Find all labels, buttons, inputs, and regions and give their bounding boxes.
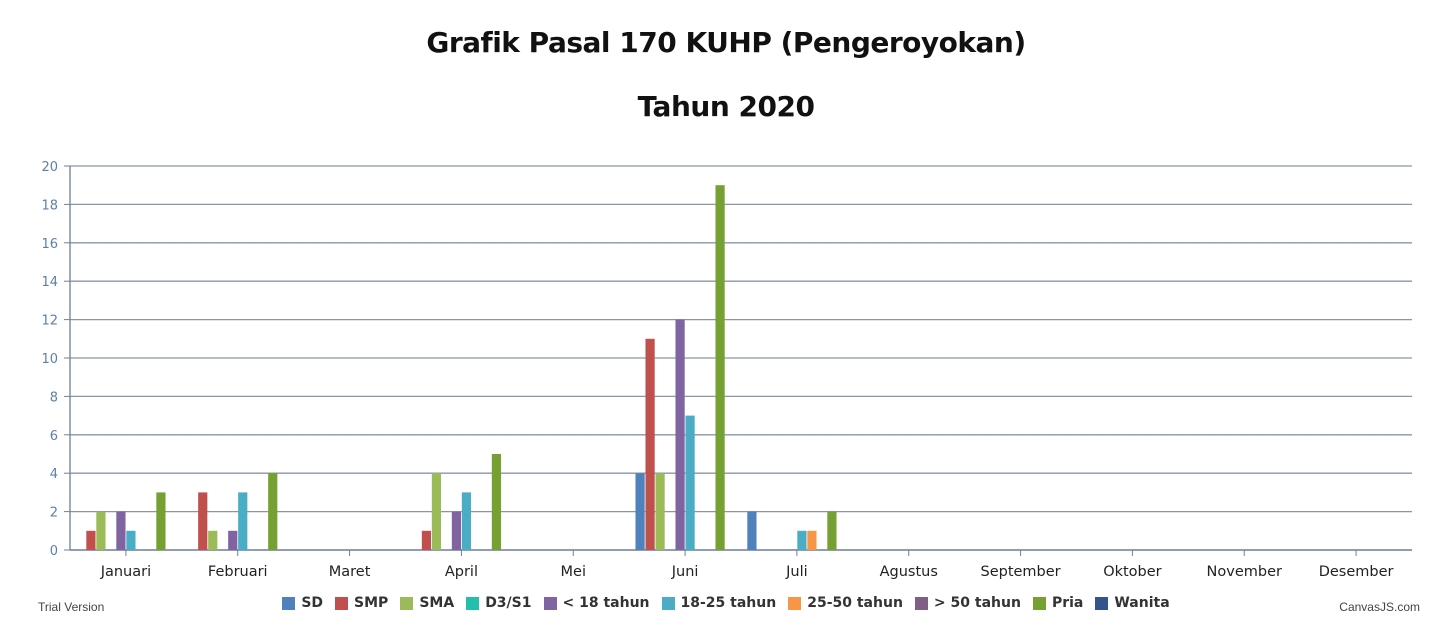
y-tick-label: 18 [41, 198, 58, 213]
x-tick-label: Agustus [880, 564, 938, 580]
bar-smp-april[interactable] [421, 530, 432, 550]
legend-item[interactable]: > 50 tahun [914, 595, 1021, 611]
bar-sma-juni[interactable] [655, 473, 665, 550]
bar-pria-april[interactable] [491, 454, 502, 550]
x-tick-label: Januari [100, 564, 151, 580]
legend-swatch [661, 596, 675, 610]
bar-25-50-tahun-juli[interactable] [807, 530, 817, 550]
legend: SD SMP SMA D3/S1 < 18 tahun 18-25 tahun 25-50 … [0, 595, 1452, 614]
bar-smp-januari[interactable] [86, 530, 96, 550]
x-tick-label: Oktober [1103, 564, 1161, 580]
legend-swatch [1032, 596, 1046, 610]
gridlines [70, 165, 1412, 513]
legend-item[interactable]: SMP [335, 595, 388, 611]
bar-18-tahun-januari[interactable] [116, 511, 126, 550]
y-tick-label: 8 [50, 390, 58, 405]
legend-swatch [543, 596, 557, 610]
bar-smp-februari[interactable] [198, 492, 208, 550]
x-tick-label: April [445, 564, 478, 580]
legend-label: SMA [419, 595, 455, 611]
y-tick-label: 10 [41, 352, 58, 367]
x-tick-label: Mei [561, 564, 586, 580]
x-tick-label: Juni [671, 564, 699, 580]
x-tick-label: Juli [785, 564, 808, 580]
chart-subtitle: Tahun 2020 [637, 90, 815, 123]
legend-label: 18-25 tahun [680, 595, 777, 611]
legend-item[interactable]: 25-50 tahun [788, 595, 903, 611]
legend-item[interactable]: < 18 tahun [543, 595, 650, 611]
legend-item[interactable]: SD [282, 595, 323, 611]
legend-label: > 50 tahun [933, 595, 1021, 611]
legend-item[interactable]: 18-25 tahun [661, 595, 777, 611]
bar-sd-juli[interactable] [747, 511, 757, 550]
y-tick-label: 4 [50, 467, 58, 482]
bar-pria-juli[interactable] [827, 511, 837, 550]
bar-sma-april[interactable] [431, 473, 442, 550]
legend-label: 25-50 tahun [807, 595, 903, 611]
legend-item[interactable]: Wanita [1095, 595, 1170, 611]
bar-sma-februari[interactable] [208, 530, 218, 550]
y-tick-label: 20 [41, 160, 58, 175]
legend-label: < 18 tahun [562, 595, 650, 611]
x-tick-label: Desember [1319, 564, 1394, 580]
legend-item[interactable]: SMA [400, 595, 454, 611]
legend-label: SMP [354, 595, 389, 611]
x-tick-label: Februari [208, 564, 268, 580]
y-tick-label: 16 [41, 237, 58, 252]
bar-18-25-tahun-juli[interactable] [797, 530, 807, 550]
y-axis: 0 2 4 6 8 10 12 14 16 18 20 [41, 160, 71, 559]
trial-version-label: Trial Version [38, 600, 105, 614]
bar-pria-januari[interactable] [156, 492, 166, 550]
y-tick-label: 0 [50, 544, 58, 559]
bar-18-25-tahun-januari[interactable] [126, 530, 136, 550]
y-tick-label: 2 [50, 506, 58, 521]
bar-pria-februari[interactable] [268, 473, 278, 550]
legend-swatch [400, 596, 414, 610]
bar-18-tahun-februari[interactable] [228, 530, 238, 550]
bar-sma-januari[interactable] [96, 511, 106, 550]
chart-title: Grafik Pasal 170 KUHP (Pengeroyokan) [426, 26, 1026, 59]
legend-label: Pria [1051, 595, 1084, 611]
legend-label: SD [301, 595, 324, 611]
bar-sd-juni[interactable] [635, 473, 645, 550]
legend-label: Wanita [1114, 595, 1170, 611]
legend-item[interactable]: D3/S1 [466, 595, 532, 611]
y-tick-label: 6 [50, 429, 58, 444]
bar-18-25-tahun-april[interactable] [461, 492, 472, 550]
bar-pria-juni[interactable] [715, 185, 725, 550]
legend-label: D3/S1 [485, 595, 532, 611]
canvasjs-credit-link[interactable]: CanvasJS.com [1339, 600, 1420, 614]
x-tick-label: November [1207, 564, 1282, 580]
bar-18-25-tahun-juni[interactable] [685, 415, 695, 550]
legend-swatch [914, 596, 928, 610]
x-tick-label: September [981, 564, 1061, 580]
legend-swatch [466, 596, 480, 610]
bars [86, 185, 837, 550]
y-tick-label: 14 [41, 275, 58, 290]
bar-smp-juni[interactable] [645, 338, 655, 550]
legend-swatch [788, 596, 802, 610]
bar-18-tahun-april[interactable] [451, 511, 462, 550]
legend-item[interactable]: Pria [1032, 595, 1084, 611]
x-axis: Januari Februari Maret April Mei Juni Juli Agus… [70, 549, 1412, 580]
y-tick-label: 12 [41, 314, 58, 329]
bar-18-25-tahun-februari[interactable] [238, 492, 248, 550]
legend-swatch [1095, 596, 1109, 610]
bar-chart: 0 2 4 6 8 10 12 14 16 18 20 Januari Februari Maret Ap… [41, 160, 1412, 580]
bar-18-tahun-juni[interactable] [675, 319, 685, 550]
x-tick-label: Maret [329, 564, 371, 580]
legend-swatch [335, 596, 349, 610]
legend-swatch [282, 596, 296, 610]
